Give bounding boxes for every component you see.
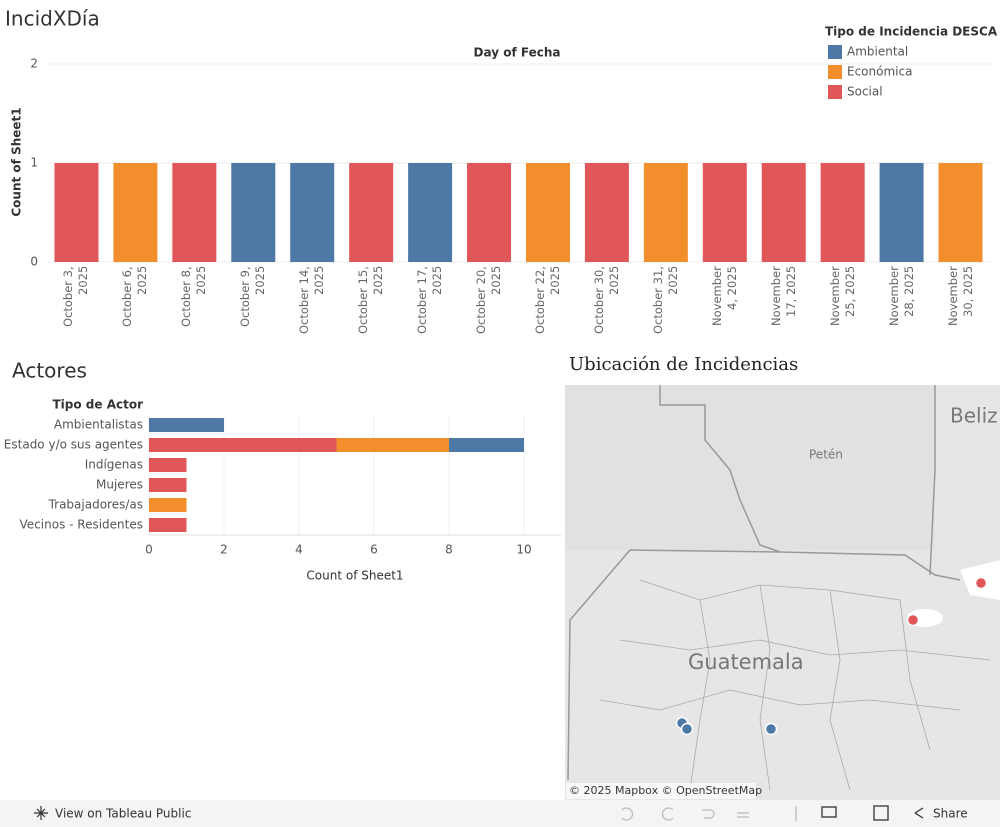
map-departments (599, 579, 991, 791)
legend-swatch (828, 45, 842, 59)
x-tick-label: October 17, 2025 (415, 266, 445, 334)
map-point[interactable] (680, 722, 694, 736)
bar (231, 163, 276, 262)
bar (113, 163, 158, 262)
tableau-icon (34, 806, 48, 820)
map-point[interactable] (974, 576, 988, 590)
bar (149, 498, 187, 512)
y-tick-label: Indígenas (85, 458, 143, 472)
y-tick-label: Vecinos - Residentes (20, 518, 143, 532)
bar (149, 438, 337, 452)
x-tick-label: 10 (516, 543, 531, 557)
x-tick-label: November 30, 2025 (945, 266, 975, 326)
map-label: Guatemala (688, 650, 804, 674)
bar (336, 438, 449, 452)
share-button[interactable]: Share (933, 807, 968, 821)
bar (149, 518, 187, 532)
bar (149, 418, 224, 432)
legend-label: Económica (847, 65, 912, 79)
x-tick-label: October 14, 2025 (297, 266, 327, 334)
download[interactable] (821, 806, 837, 818)
refresh[interactable] (737, 812, 749, 818)
x-tick-label: October 15, 2025 (356, 266, 386, 334)
y-tick-label: Mujeres (96, 478, 143, 492)
attribution-bg (566, 783, 756, 799)
map-point[interactable] (764, 722, 778, 736)
y-tick-label: Trabajadores/as (48, 498, 143, 512)
bar (820, 163, 865, 262)
x-tick-label: October 20, 2025 (474, 266, 504, 334)
bar (408, 163, 453, 262)
y-tick-label: 0 (30, 255, 38, 269)
legend-swatch (828, 65, 842, 79)
revert[interactable] (702, 809, 715, 819)
category-header: Tipo de Actor (52, 398, 143, 412)
bar (525, 163, 570, 262)
x-tick-label: November 17, 2025 (768, 266, 798, 326)
legend-label: Social (847, 85, 883, 99)
chart-title: Actores (12, 359, 87, 383)
x-axis-title: Day of Fecha (474, 46, 561, 60)
x-tick-label: October 30, 2025 (591, 266, 621, 334)
bar (349, 163, 394, 262)
bar (761, 163, 806, 262)
fullscreen[interactable] (873, 805, 889, 821)
bar (149, 458, 187, 472)
x-tick-label: November 25, 2025 (827, 266, 857, 326)
bar (149, 478, 187, 492)
x-tick-label: October 22, 2025 (532, 266, 562, 334)
map-points (675, 576, 988, 736)
x-tick-label: October 9, 2025 (238, 266, 268, 327)
x-tick-label: 8 (445, 543, 453, 557)
share-icon[interactable] (914, 807, 924, 819)
map-attribution: © 2025 Mapbox © OpenStreetMap (569, 784, 762, 797)
map-label: Beliz (950, 404, 998, 428)
x-tick-label: October 8, 2025 (179, 266, 209, 327)
undo[interactable] (621, 807, 634, 821)
x-tick-label: October 6, 2025 (120, 266, 150, 327)
y-tick-label: Estado y/o sus agentes (4, 438, 143, 452)
toolbar (0, 800, 1000, 827)
legend-label: Ambiental (847, 45, 908, 59)
x-tick-label: November 28, 2025 (886, 266, 916, 326)
map-label: Petén (809, 448, 843, 462)
chart-title: IncidXDía (5, 7, 100, 31)
x-axis-title: Count of Sheet1 (306, 569, 403, 583)
x-tick-label: November 4, 2025 (709, 266, 739, 326)
bar (467, 163, 512, 262)
x-tick-label: October 31, 2025 (650, 266, 680, 334)
map-point[interactable] (906, 613, 920, 627)
toolbar-buttons (621, 806, 797, 821)
x-tick-label: 6 (370, 543, 378, 557)
map-title: Ubicación de Incidencias (569, 354, 798, 375)
x-tick-label: 2 (220, 543, 228, 557)
bar (172, 163, 217, 262)
x-tick-label: 0 (145, 543, 153, 557)
bar (702, 163, 747, 262)
map-borders (567, 385, 961, 781)
y-tick-label: Ambientalistas (54, 418, 143, 432)
bar (449, 438, 524, 452)
map-region (565, 385, 935, 550)
bar (643, 163, 688, 262)
bar (879, 163, 924, 262)
bar (584, 163, 629, 262)
y-tick-label: 2 (30, 57, 38, 71)
y-axis-title: Count of Sheet1 (10, 107, 24, 216)
x-tick-label: October 3, 2025 (61, 266, 91, 327)
redo[interactable] (661, 807, 674, 821)
x-tick-label: 4 (295, 543, 303, 557)
bar (54, 163, 99, 262)
y-tick-label: 1 (30, 156, 38, 170)
bar (290, 163, 335, 262)
view-link[interactable]: View on Tableau Public (55, 807, 191, 821)
legend-title: Tipo de Incidencia DESCA (825, 25, 998, 39)
toolbar-actions (821, 805, 924, 821)
legend-swatch (828, 85, 842, 99)
bar (938, 163, 983, 262)
